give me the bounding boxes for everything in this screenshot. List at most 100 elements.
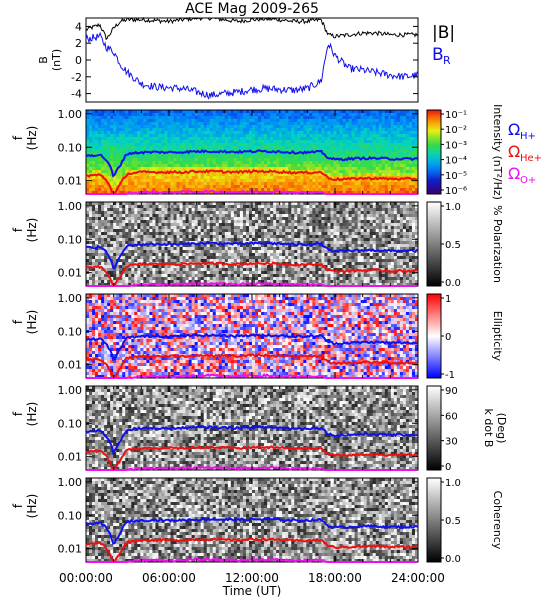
polarization-cell (200, 211, 205, 215)
polarization-cell (215, 256, 220, 260)
polarization-cell (179, 253, 183, 257)
polarization-cell (245, 256, 250, 260)
intensity-cell (276, 131, 280, 135)
intensity-cell (92, 167, 96, 171)
intensity-cell (215, 128, 220, 132)
intensity-cell (110, 113, 114, 117)
polarization-cell (197, 268, 202, 272)
polarization-cell (282, 217, 286, 221)
intensity-cell (282, 128, 286, 132)
polarization-cell (245, 226, 250, 230)
intensity-cell (345, 134, 349, 138)
intensity-cell (267, 125, 271, 129)
polarization-cell (279, 220, 283, 224)
intensity-cell (227, 116, 232, 120)
intensity-cell (390, 149, 395, 153)
intensity-cell (86, 188, 90, 192)
intensity-cell (113, 137, 117, 141)
intensity-cell (321, 188, 325, 192)
intensity-cell (134, 155, 138, 159)
intensity-cell (294, 182, 298, 186)
polarization-cell (227, 202, 232, 206)
mag-ytick-label: 0 (75, 54, 82, 67)
intensity-cell (230, 119, 235, 123)
intensity-cell (170, 137, 174, 141)
polarization-cell (170, 256, 174, 260)
polarization-cell (264, 214, 268, 218)
intensity-cell (267, 119, 271, 123)
intensity-cell (137, 134, 141, 138)
intensity-cell (179, 188, 183, 192)
intensity-cell (113, 116, 117, 120)
intensity-cell (119, 113, 123, 117)
intensity-cell (339, 182, 343, 186)
polarization-cell (233, 229, 238, 233)
intensity-cell (197, 140, 202, 144)
intensity-cell (161, 131, 165, 135)
intensity-cell (233, 155, 238, 159)
polarization-cell (98, 220, 102, 224)
polarization-cell (158, 268, 162, 272)
polarization-cell (218, 244, 223, 248)
intensity-cell (330, 146, 334, 150)
polarization-cell (176, 280, 180, 284)
intensity-cell (212, 173, 217, 177)
polarization-cell (252, 202, 256, 206)
intensity-cell (200, 128, 205, 132)
intensity-cyclotron-H-plus (85, 148, 419, 178)
polarization-cell (212, 238, 217, 242)
intensity-cell (224, 110, 229, 114)
intensity-cell (279, 164, 283, 168)
intensity-cell (98, 182, 102, 186)
intensity-cell (291, 167, 295, 171)
intensity-cell (86, 110, 90, 114)
intensity-cell (164, 164, 168, 168)
intensity-cell (345, 164, 349, 168)
polarization-cell (110, 223, 114, 227)
polarization-cell (273, 268, 277, 272)
intensity-cell (315, 131, 319, 135)
polarization-cell (89, 256, 93, 260)
intensity-cell (152, 110, 156, 114)
intensity-cell (261, 161, 265, 165)
intensity-cell (330, 137, 334, 141)
intensity-cell (321, 110, 325, 114)
polarization-cell (140, 202, 144, 206)
polarization-cell (134, 205, 138, 209)
polarization-cell (245, 265, 250, 269)
intensity-cell (113, 143, 117, 147)
intensity-cell (351, 170, 356, 174)
intensity-cell (149, 164, 153, 168)
intensity-cell (140, 110, 144, 114)
intensity-cell (122, 161, 126, 165)
polarization-cell (188, 271, 193, 275)
polarization-cell (279, 223, 283, 227)
intensity-cell (248, 191, 253, 195)
polarization-cell (276, 217, 280, 221)
intensity-cell (86, 125, 90, 129)
polarization-cell (239, 217, 244, 221)
polarization-cell (131, 232, 135, 236)
intensity-cell (408, 149, 413, 153)
intensity-cell (110, 152, 114, 156)
intensity-cell (390, 173, 395, 177)
intensity-cell (342, 161, 346, 165)
intensity-cell (215, 116, 220, 120)
polarization-cell (200, 265, 205, 269)
intensity-cell (119, 167, 123, 171)
intensity-cell (209, 158, 214, 162)
intensity-cell (285, 119, 289, 123)
polarization-cell (92, 229, 96, 233)
intensity-cell (185, 188, 190, 192)
intensity-cell (291, 185, 295, 189)
intensity-cell (164, 137, 168, 141)
intensity-cell (366, 185, 371, 189)
intensity-cell (318, 152, 322, 156)
intensity-cell (285, 125, 289, 129)
intensity-cell (390, 170, 395, 174)
intensity-cell (354, 137, 359, 141)
intensity-cell (92, 191, 96, 195)
intensity-cell (255, 176, 259, 180)
polarization-cell (203, 217, 208, 221)
intensity-cell (345, 128, 349, 132)
